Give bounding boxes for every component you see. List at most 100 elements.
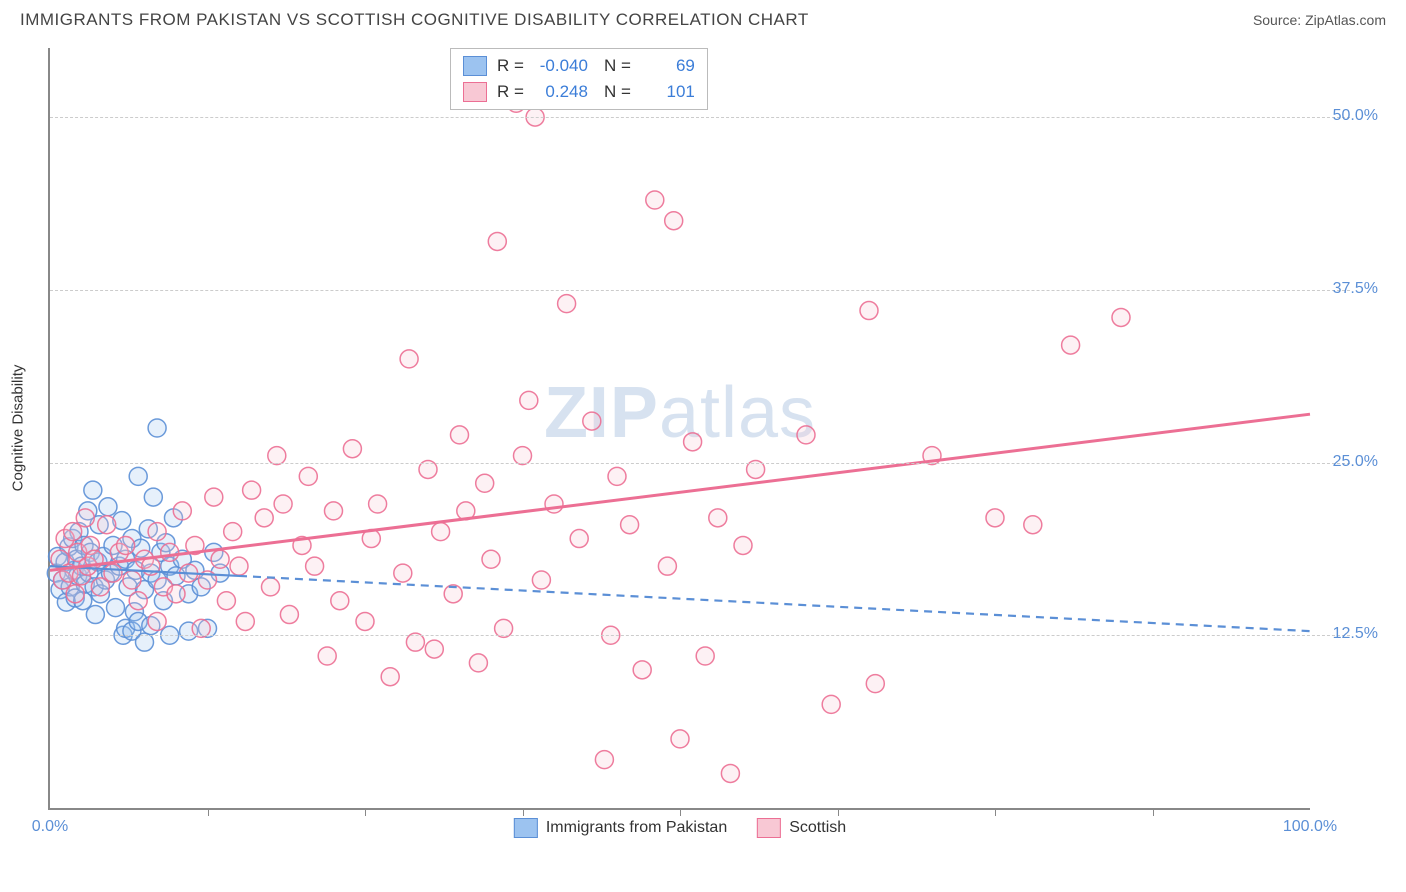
scatter-point [211, 550, 229, 568]
scatter-point [721, 764, 739, 782]
scatter-point [98, 516, 116, 534]
stats-box: R =-0.040N =69R =0.248N =101 [450, 48, 708, 110]
scatter-point [230, 557, 248, 575]
scatter-point [671, 730, 689, 748]
scatter-point [255, 509, 273, 527]
scatter-point [280, 606, 298, 624]
scatter-point [381, 668, 399, 686]
y-tick-label: 12.5% [1333, 625, 1378, 643]
scatter-point [123, 571, 141, 589]
scatter-point [306, 557, 324, 575]
scatter-point [797, 426, 815, 444]
legend-swatch [514, 818, 538, 838]
x-tick [1153, 808, 1154, 816]
n-value: 69 [641, 56, 695, 76]
scatter-point [633, 661, 651, 679]
y-axis-label: Cognitive Disability [10, 365, 27, 492]
scatter-point [621, 516, 639, 534]
scatter-point [236, 612, 254, 630]
scatter-point [224, 523, 242, 541]
scatter-point [356, 612, 374, 630]
scatter-point [91, 578, 109, 596]
scatter-point [117, 536, 135, 554]
scatter-point [646, 191, 664, 209]
scatter-point [432, 523, 450, 541]
scatter-point [476, 474, 494, 492]
chart-title: IMMIGRANTS FROM PAKISTAN VS SCOTTISH COG… [20, 10, 809, 30]
legend-label: Immigrants from Pakistan [546, 819, 727, 837]
scatter-point [532, 571, 550, 589]
scatter-point [1062, 336, 1080, 354]
legend: Immigrants from Pakistan Scottish [514, 818, 846, 838]
trend-line-dashed [239, 576, 1310, 631]
scatter-point [451, 426, 469, 444]
scatter-point [107, 599, 125, 617]
scatter-point [860, 302, 878, 320]
scatter-point [343, 440, 361, 458]
scatter-point [488, 232, 506, 250]
chart-container: Cognitive Disability ZIPatlas R =-0.040N… [48, 48, 1378, 820]
gridline-h [50, 463, 1350, 464]
scatter-point [1112, 308, 1130, 326]
scatter-point [425, 640, 443, 658]
scatter-point [173, 502, 191, 520]
scatter-point [684, 433, 702, 451]
gridline-h [50, 117, 1350, 118]
header: IMMIGRANTS FROM PAKISTAN VS SCOTTISH COG… [0, 0, 1406, 34]
x-tick-label: 100.0% [1283, 818, 1337, 836]
scatter-point [148, 419, 166, 437]
plot-area: Cognitive Disability ZIPatlas R =-0.040N… [48, 48, 1310, 810]
scatter-point [217, 592, 235, 610]
x-tick-label: 0.0% [32, 818, 68, 836]
legend-swatch [463, 56, 487, 76]
r-value: 0.248 [534, 82, 588, 102]
scatter-point [129, 467, 147, 485]
scatter-point [161, 543, 179, 561]
scatter-point [986, 509, 1004, 527]
legend-label: Scottish [789, 819, 846, 837]
x-tick [365, 808, 366, 816]
r-label: R = [497, 56, 524, 76]
legend-item: Scottish [757, 818, 846, 838]
scatter-point [148, 523, 166, 541]
x-tick [838, 808, 839, 816]
n-label: N = [604, 82, 631, 102]
x-tick [208, 808, 209, 816]
scatter-point [325, 502, 343, 520]
y-tick-label: 50.0% [1333, 107, 1378, 125]
scatter-point [558, 295, 576, 313]
scatter-point [822, 695, 840, 713]
legend-swatch [463, 82, 487, 102]
trend-line [50, 414, 1310, 570]
scatter-point [64, 523, 82, 541]
scatter-point [104, 564, 122, 582]
scatter-point [570, 530, 588, 548]
source-label: Source: ZipAtlas.com [1253, 12, 1386, 28]
scatter-point [482, 550, 500, 568]
scatter-point [243, 481, 261, 499]
scatter-point [86, 606, 104, 624]
scatter-point [167, 585, 185, 603]
stats-row: R =0.248N =101 [463, 79, 695, 105]
gridline-h [50, 635, 1350, 636]
scatter-point [144, 488, 162, 506]
scatter-point [595, 751, 613, 769]
scatter-point [66, 585, 84, 603]
scatter-plot-svg [50, 48, 1310, 808]
scatter-point [866, 675, 884, 693]
scatter-point [658, 557, 676, 575]
scatter-point [608, 467, 626, 485]
scatter-point [734, 536, 752, 554]
scatter-point [299, 467, 317, 485]
stats-row: R =-0.040N =69 [463, 53, 695, 79]
legend-item: Immigrants from Pakistan [514, 818, 727, 838]
scatter-point [469, 654, 487, 672]
scatter-point [99, 498, 117, 516]
scatter-point [129, 592, 147, 610]
scatter-point [665, 212, 683, 230]
scatter-point [709, 509, 727, 527]
scatter-point [262, 578, 280, 596]
x-tick [680, 808, 681, 816]
gridline-h [50, 290, 1350, 291]
scatter-point [520, 391, 538, 409]
